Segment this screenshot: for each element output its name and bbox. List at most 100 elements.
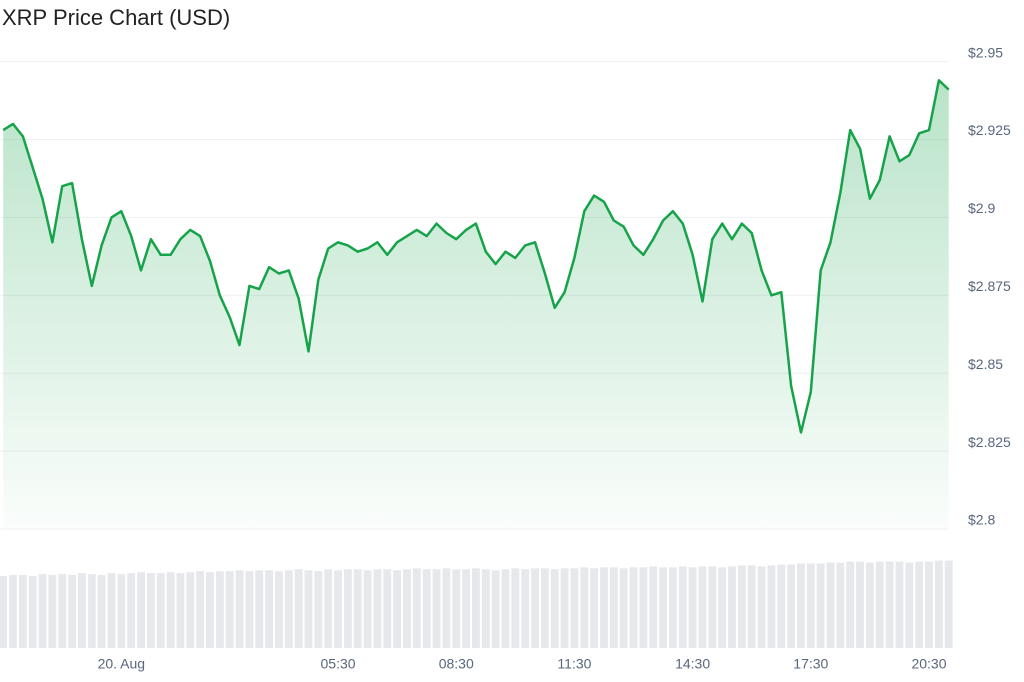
volume-bar [393, 570, 402, 648]
volume-bar [294, 569, 303, 648]
volume-bar [737, 565, 746, 648]
volume-bar [314, 571, 323, 648]
volume-bar [255, 570, 264, 648]
volume-bar [885, 561, 894, 648]
price-line [2, 79, 950, 434]
y-tick-label: $2.9 [968, 200, 995, 216]
volume-bar [304, 570, 313, 648]
x-tick-label: 20. Aug [98, 656, 146, 672]
y-tick-label: $2.8 [968, 512, 995, 528]
volume-bar [117, 574, 126, 648]
volume-bar [540, 568, 549, 648]
volume-bar [58, 574, 67, 648]
volume-bar [235, 570, 244, 648]
volume-bar [87, 574, 96, 648]
volume-bar [639, 567, 648, 648]
volume-bar [944, 560, 953, 648]
volume-bar [915, 561, 924, 648]
volume-bar [422, 569, 431, 648]
volume-bar [107, 573, 116, 648]
x-tick-label: 14:30 [675, 656, 710, 672]
volume-bar [629, 567, 638, 648]
y-tick-label: $2.825 [968, 434, 1011, 450]
volume-bar [127, 573, 136, 648]
volume-bar [412, 568, 421, 648]
volume-bar [925, 561, 933, 648]
volume-bar [806, 563, 815, 648]
volume-bar [787, 564, 796, 648]
volume-bar [747, 565, 756, 648]
volume-bar [28, 576, 37, 648]
volume-bar [206, 572, 214, 648]
volume-bar [797, 563, 805, 648]
volume-bar [215, 571, 224, 648]
volume-bar [353, 569, 362, 648]
volume-bar [334, 570, 342, 648]
volume-bar [698, 566, 707, 648]
volume-bar [225, 571, 234, 648]
volume-bar [471, 568, 480, 648]
volume-bar [580, 567, 589, 648]
volume-bar [501, 569, 510, 648]
volume-bar [531, 568, 539, 648]
volume-bar [481, 569, 490, 648]
x-tick-label: 05:30 [321, 656, 356, 672]
volume-bar [137, 572, 145, 648]
volume-bar [777, 564, 786, 648]
x-tick-label: 08:30 [439, 656, 474, 672]
y-tick-label: $2.85 [968, 356, 1003, 372]
volume-bar [48, 575, 57, 648]
x-tick-label: 17:30 [793, 656, 828, 672]
volume-bar [865, 562, 874, 648]
volume-bar [560, 568, 569, 648]
volume-bar [609, 567, 618, 648]
volume-bar [708, 566, 717, 648]
volume-bar [659, 567, 668, 648]
price-area [3, 80, 949, 530]
volume-bar [186, 572, 195, 648]
volume-bar [816, 563, 825, 648]
volume-bar [511, 568, 520, 648]
y-tick-label: $2.875 [968, 278, 1011, 294]
volume-bar [668, 567, 677, 648]
volume-bar [324, 569, 333, 648]
volume-bar [78, 573, 86, 648]
volume-bar [18, 575, 27, 648]
volume-bar [38, 574, 47, 648]
volume-bar [383, 569, 392, 648]
volume-bar [895, 561, 904, 648]
volume-bar [156, 573, 165, 648]
volume-bar [590, 568, 599, 648]
volume-bar [550, 569, 559, 648]
chart-title: XRP Price Chart (USD) [2, 5, 230, 30]
volume-bar [245, 571, 254, 648]
volume-bar [649, 566, 658, 648]
volume-bar [718, 567, 727, 648]
volume-bar [196, 571, 205, 648]
volume-bar [728, 566, 736, 648]
volume-bar [373, 569, 382, 648]
x-tick-label: 11:30 [557, 656, 591, 672]
volume-bar [688, 567, 697, 648]
volume-bar [442, 568, 451, 648]
volume-bar [97, 575, 106, 648]
volume-bar [826, 562, 835, 648]
y-tick-label: $2.95 [968, 44, 1003, 60]
volume-bar [846, 561, 855, 648]
volume-bar [678, 566, 687, 648]
volume-bar [68, 575, 77, 648]
volume-bar [767, 565, 776, 648]
volume-bar [836, 562, 845, 648]
volume-bar [176, 573, 185, 648]
volume-bar [403, 569, 411, 648]
volume-bar [462, 569, 471, 648]
volume-bar [166, 572, 175, 648]
volume-bar [265, 570, 274, 648]
y-tick-label: $2.925 [968, 122, 1011, 138]
volume-bar [9, 575, 17, 648]
volume-bar [856, 561, 864, 648]
volume-bar [432, 569, 441, 648]
volume-bar [274, 571, 283, 648]
volume-bar [570, 568, 579, 648]
